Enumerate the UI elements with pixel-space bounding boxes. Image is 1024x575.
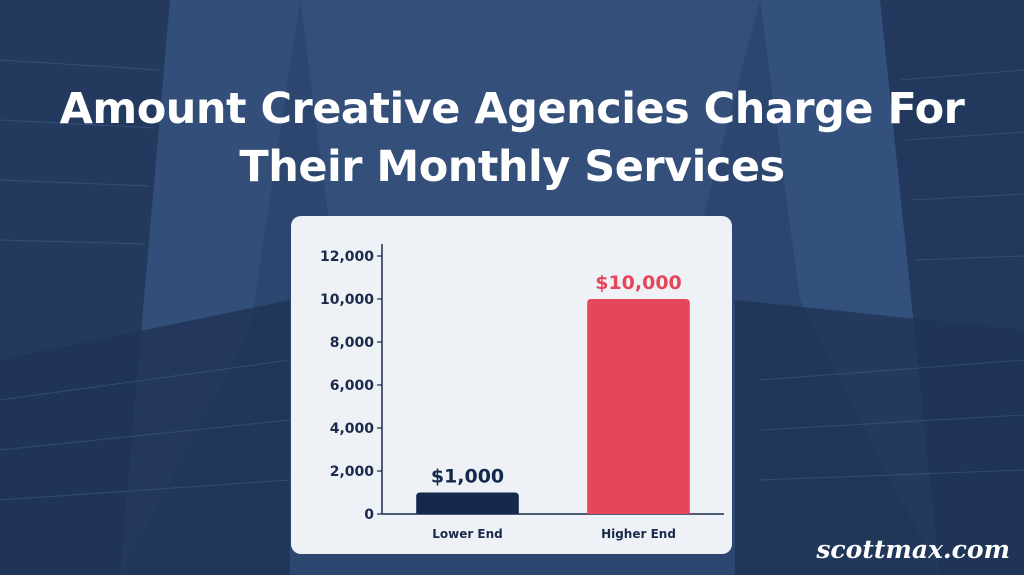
- bar-lower-end: [416, 492, 519, 514]
- data-label: $1,000: [431, 466, 504, 488]
- title-line-2: Their Monthly Services: [239, 142, 785, 192]
- data-label: $10,000: [595, 272, 682, 294]
- y-tick-label: 2,000: [330, 464, 375, 480]
- chart-card: 0 2,000 4,000 6,000 8,000 10,000 12,000 $1,000 L…: [291, 216, 732, 554]
- bar-chart: 0 2,000 4,000 6,000 8,000 10,000 12,000 $1,000 L…: [320, 244, 724, 541]
- x-category-label: Lower End: [432, 527, 503, 541]
- y-tick-label: 8,000: [330, 335, 375, 351]
- y-tick-label: 0: [364, 507, 374, 523]
- x-category-label: Higher End: [601, 527, 676, 541]
- page-title: Amount Creative Agencies Charge For Thei…: [0, 80, 1024, 196]
- title-line-1: Amount Creative Agencies Charge For: [59, 84, 965, 134]
- y-tick-label: 10,000: [320, 292, 374, 308]
- y-tick-label: 4,000: [330, 421, 375, 437]
- bar-higher-end: [587, 299, 690, 514]
- y-tick-label: 6,000: [330, 378, 375, 394]
- y-tick-label: 12,000: [320, 249, 374, 265]
- brand-watermark: scottmax.com: [816, 535, 1010, 564]
